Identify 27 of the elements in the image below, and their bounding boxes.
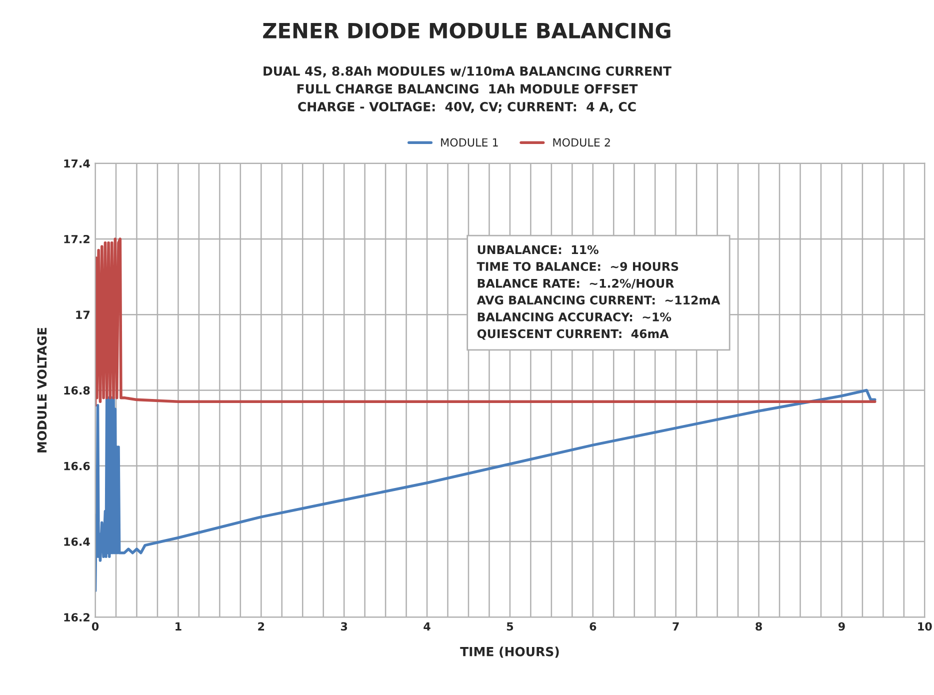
legend-label: MODULE 1 — [441, 138, 498, 147]
x-tick-label: 9 — [838, 622, 845, 631]
y-tick-label: 16.4 — [64, 538, 90, 546]
chart-title: ZENER DIODE MODULE BALANCING — [263, 22, 670, 39]
y-tick-label: 17.4 — [64, 159, 90, 168]
y-tick-label: 16.8 — [64, 386, 90, 395]
y-tick-label: 17.2 — [64, 234, 90, 244]
annotation: UNBALANCE: 11% TIME TO BALANCE: ~9 HOURS BALANCE RATE: ~1.2%/HOUR AVG BALANCING CURRENT: ~112mA BALANCING ACCURACY: ~1% QUIESCENT CURRENT: 46mA — [476, 245, 720, 340]
y-axis-title: MODULE VOLTAGE — [37, 328, 47, 452]
x-tick-label: 1 — [176, 622, 182, 630]
x-tick-label: 0 — [92, 622, 99, 631]
chart-subtitle: DUAL 4S, 8.8Ah MODULES w/110mA BALANCING CURRENT FULL CHARGE BALANCING 1Ah MODULE OFFSET CHARGE - VOLTAGE: 40V, CV; CURRENT: 4 A, CC — [264, 66, 672, 113]
line-series — [95, 388, 876, 592]
x-tick-label: 7 — [672, 622, 679, 630]
line-series — [95, 238, 876, 407]
y-tick-label: 16.2 — [64, 613, 90, 622]
x-tick-label: 10 — [918, 622, 932, 631]
x-tick-label: 8 — [756, 622, 762, 631]
y-tick-label: 16.6 — [64, 462, 90, 470]
x-tick-label: 4 — [424, 622, 430, 630]
x-tick-label: 3 — [340, 622, 348, 631]
legend-label: MODULE 2 — [553, 138, 610, 147]
y-tick-label: 17 — [76, 310, 90, 319]
x-tick-label: 5 — [506, 622, 514, 631]
x-tick-label: 2 — [258, 622, 264, 630]
x-tick-label: 6 — [590, 622, 596, 631]
x-axis-title: TIME (HOURS) — [460, 646, 559, 658]
